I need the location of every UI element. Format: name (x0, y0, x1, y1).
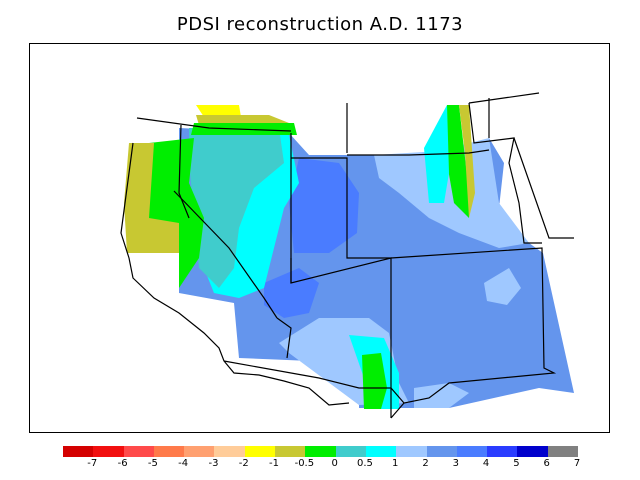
region-near-normal-ne (447, 105, 469, 218)
legend-swatch (123, 446, 154, 457)
region-wet-2-e (484, 268, 521, 305)
legend-swatch (426, 446, 457, 457)
legend-tick-label: -6 (117, 458, 128, 469)
legend-tick-label: 0 (331, 458, 338, 469)
color-legend: -7 -6 -5 -4 -3 -2 -1 -0.5 0 0.5 1 2 3 4 5 6 7 (63, 446, 581, 472)
region-slight-wet (189, 128, 284, 288)
legend-tick-label: 0.5 (356, 458, 373, 469)
legend-swatch (244, 446, 276, 457)
nm-border (390, 247, 557, 419)
region-wet-2-se (414, 383, 469, 408)
legend-tick-label: 6 (543, 458, 550, 469)
region-wet-4-south (264, 268, 319, 318)
pdsi-field (124, 105, 574, 409)
northeast-line (468, 92, 540, 104)
legend-tick-label: 7 (573, 458, 581, 469)
wyoming-border (346, 103, 490, 156)
region-near-normal-s (362, 353, 387, 409)
region-wet-4-north (289, 158, 359, 253)
canada-border (136, 117, 292, 132)
legend-tick-label: -2 (238, 458, 249, 469)
region-moderate-dry-north (196, 115, 294, 125)
region-moderate-dry-west (124, 143, 179, 253)
arizona-border (276, 317, 292, 359)
legend-swatch (153, 446, 185, 457)
legend-swatch (396, 446, 427, 457)
region-strong-dry-north (196, 105, 241, 117)
legend-tick-label: 4 (482, 458, 490, 469)
legend-tick-label: -4 (178, 458, 189, 469)
mexico-border (223, 360, 405, 404)
legend-tick-label: 2 (422, 458, 429, 469)
legend-swatch (365, 446, 397, 457)
west-coastline (120, 142, 350, 406)
legend-swatch (335, 446, 366, 457)
idaho-border (178, 124, 190, 219)
legend-swatch (214, 446, 245, 457)
nevada-ca-border (173, 190, 278, 319)
legend-swatch (456, 446, 488, 457)
colorado-border (290, 257, 392, 418)
legend-tick-label: -5 (147, 458, 158, 469)
boundaries (120, 92, 574, 419)
legend-swatch (184, 446, 215, 457)
legend-tick-label: 5 (513, 458, 520, 469)
utah-border (291, 157, 391, 259)
legend-tick-label: -1 (269, 458, 280, 469)
map-title: PDSI reconstruction A.D. 1173 (176, 14, 464, 35)
region-moderate-dry-ne (459, 105, 475, 218)
map-panel (29, 43, 610, 433)
legend-tick-label: -0.5 (294, 458, 315, 469)
legend-tick-label: -3 (208, 458, 219, 469)
legend-tick-label: -7 (87, 458, 98, 469)
region-near-normal-west (149, 138, 204, 288)
ne-border (513, 137, 574, 239)
legend-swatch (93, 446, 124, 457)
legend-swatch (275, 446, 306, 457)
legend-swatch (487, 446, 518, 457)
legend-swatch (547, 446, 579, 457)
dakota-border (468, 102, 542, 244)
legend-tick-label: 3 (452, 458, 459, 469)
legend-color-bar (63, 446, 579, 457)
legend-swatch (517, 446, 548, 457)
region-wet-2-ne (374, 138, 529, 248)
legend-swatch (305, 446, 336, 457)
legend-swatch (63, 446, 94, 457)
legend-tick-label: 1 (392, 458, 399, 469)
